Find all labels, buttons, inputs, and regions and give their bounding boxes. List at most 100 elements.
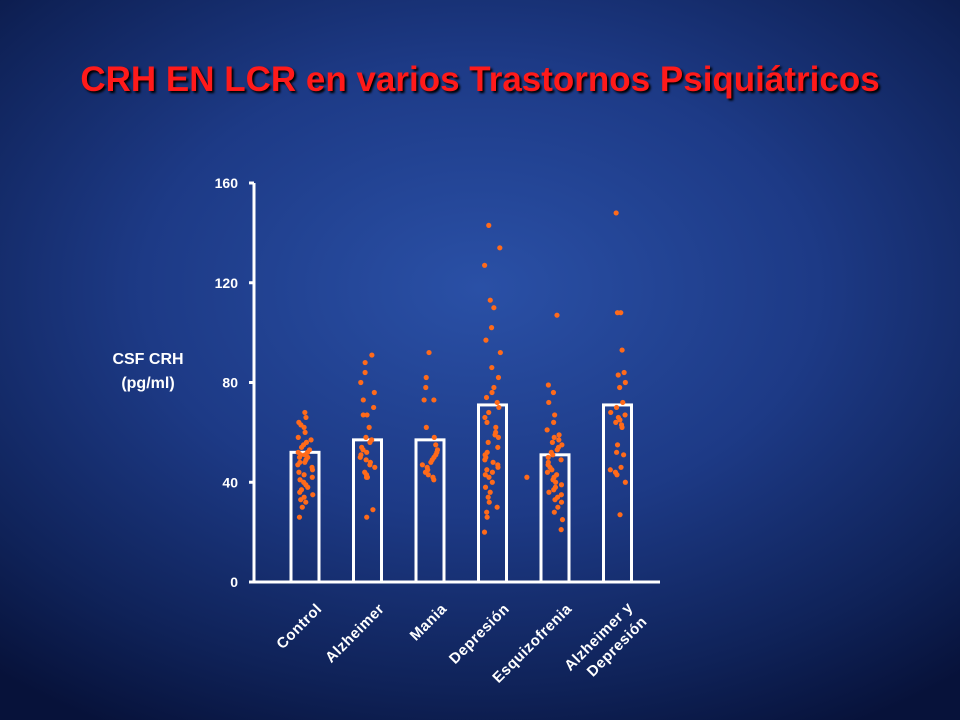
category-label-0-line-0: Control: [273, 600, 325, 652]
data-point-4-37: [559, 517, 566, 523]
data-point-1-26: [370, 507, 376, 513]
data-point-5-25: [617, 512, 623, 518]
data-point-5-20: [618, 464, 624, 470]
data-point-1-4: [371, 389, 377, 396]
data-point-2-20: [431, 477, 437, 483]
data-point-0-27: [297, 477, 303, 483]
data-point-3-15: [486, 409, 492, 416]
data-point-0-35: [298, 497, 304, 503]
data-point-3-37: [487, 489, 493, 495]
data-point-2-4: [421, 397, 427, 403]
chart-y-ticks: 0 40 80 120 160: [215, 175, 254, 590]
data-point-3-4: [491, 305, 497, 311]
data-point-4-34: [558, 499, 565, 505]
bar-1: [352, 438, 383, 584]
data-point-5-5: [615, 372, 621, 378]
data-point-5-4: [621, 369, 627, 376]
chart-y-label: CSF CRH (pg/ml): [112, 351, 183, 392]
category-label-2-line-0: Mania: [407, 600, 451, 644]
data-point-4-33: [552, 497, 558, 503]
data-point-3-14: [496, 404, 502, 411]
data-point-4-4: [552, 412, 558, 418]
data-point-0-38: [296, 514, 303, 520]
data-point-1-9: [366, 424, 372, 430]
chart-bars: [289, 403, 633, 584]
category-label-1: Alzheimer: [322, 600, 388, 666]
data-point-4-17: [558, 457, 564, 463]
data-point-3-32: [489, 469, 496, 475]
data-point-4-31: [558, 492, 564, 498]
data-point-5-14: [613, 419, 619, 425]
data-point-3-40: [494, 504, 500, 510]
data-point-3-27: [482, 457, 488, 463]
category-label-1-line-0: Alzheimer: [322, 600, 388, 666]
data-point-1-14: [360, 447, 366, 453]
data-point-3-12: [483, 394, 490, 401]
data-point-3-8: [489, 364, 495, 371]
data-point-3-18: [493, 424, 499, 430]
data-point-5-17: [614, 442, 621, 448]
data-point-5-6: [622, 379, 628, 386]
data-point-1-18: [363, 457, 369, 463]
data-point-0-25: [301, 472, 307, 478]
data-point-4-35: [555, 504, 561, 510]
data-point-3-1: [497, 245, 503, 251]
data-point-3-10: [491, 384, 497, 391]
category-label-3: Depresión: [446, 600, 513, 667]
data-point-4-27: [558, 482, 565, 488]
data-point-3-36: [482, 484, 489, 490]
data-point-3-34: [486, 474, 492, 480]
y-tick-label-1: 40: [222, 474, 238, 490]
data-point-1-0: [369, 352, 375, 358]
bar-3: [477, 403, 508, 584]
data-point-3-9: [495, 374, 502, 381]
data-point-0-33: [310, 492, 316, 498]
data-point-4-36: [551, 509, 557, 515]
data-point-1-8: [360, 412, 366, 418]
data-point-1-27: [364, 514, 370, 520]
data-point-4-10: [549, 439, 556, 445]
data-point-4-29: [551, 487, 557, 493]
data-point-0-19: [302, 459, 308, 465]
data-point-3-0: [486, 222, 492, 228]
data-point-0-23: [309, 467, 316, 473]
bar-0: [289, 450, 321, 584]
data-point-4-9: [556, 437, 562, 443]
data-point-3-31: [484, 467, 490, 473]
data-point-3-28: [490, 459, 496, 465]
data-point-3-35: [489, 479, 495, 485]
data-point-5-9: [613, 404, 620, 411]
bar-5: [602, 403, 633, 584]
data-point-1-10: [363, 434, 369, 440]
data-point-5-18: [614, 449, 620, 455]
data-point-1-5: [360, 397, 366, 403]
data-point-3-2: [482, 262, 488, 268]
data-point-3-22: [485, 439, 491, 445]
data-point-1-21: [372, 464, 378, 470]
data-point-1-3: [358, 379, 364, 386]
y-tick-label-2: 80: [222, 375, 238, 391]
category-label-3-line-0: Depresión: [446, 600, 513, 667]
data-point-3-33: [482, 472, 488, 478]
data-point-4-16: [545, 454, 551, 460]
data-point-3-30: [495, 464, 501, 470]
data-point-2-2: [423, 384, 429, 391]
category-label-2: Mania: [407, 600, 451, 644]
data-point-4-6: [544, 427, 550, 433]
data-point-0-1: [303, 414, 309, 421]
data-point-5-11: [622, 412, 628, 418]
data-point-1-1: [362, 359, 368, 366]
data-point-4-26: [553, 479, 559, 485]
data-point-2-13: [428, 459, 434, 465]
data-point-1-2: [362, 369, 368, 376]
data-point-0-10: [298, 444, 305, 450]
chart-axes: [252, 183, 660, 584]
data-point-5-24: [622, 479, 628, 485]
data-point-2-6: [431, 434, 437, 440]
category-label-0: Control: [273, 600, 325, 652]
data-point-5-13: [617, 417, 623, 423]
data-point-3-38: [485, 494, 491, 500]
data-point-4-2: [550, 389, 557, 396]
